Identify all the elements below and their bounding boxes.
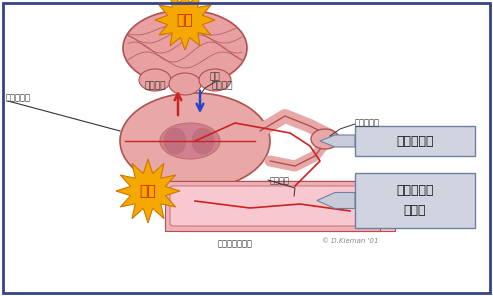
FancyBboxPatch shape bbox=[355, 173, 475, 228]
Text: 创伤: 创伤 bbox=[140, 184, 156, 198]
Text: 上行输入: 上行输入 bbox=[144, 81, 166, 91]
Ellipse shape bbox=[199, 69, 231, 91]
Polygon shape bbox=[116, 159, 180, 223]
Ellipse shape bbox=[192, 128, 214, 154]
Text: 局部麻醉药: 局部麻醉药 bbox=[396, 184, 434, 197]
Polygon shape bbox=[155, 0, 215, 50]
FancyBboxPatch shape bbox=[355, 126, 475, 156]
Ellipse shape bbox=[164, 128, 186, 154]
Text: 末梢神经: 末梢神经 bbox=[270, 176, 290, 186]
FancyBboxPatch shape bbox=[170, 186, 375, 226]
Polygon shape bbox=[165, 181, 380, 231]
Text: © D.Kieman '01: © D.Kieman '01 bbox=[322, 238, 378, 244]
Text: 下行调控: 下行调控 bbox=[211, 81, 233, 91]
Text: 脊髓神经节: 脊髓神经节 bbox=[355, 118, 380, 128]
Polygon shape bbox=[180, 181, 395, 231]
Ellipse shape bbox=[139, 69, 171, 91]
Polygon shape bbox=[317, 192, 355, 208]
Polygon shape bbox=[320, 135, 355, 147]
Text: 局部麻醉药: 局部麻醉药 bbox=[396, 134, 434, 147]
Ellipse shape bbox=[120, 93, 270, 189]
Text: 脊髓: 脊髓 bbox=[210, 72, 220, 81]
Ellipse shape bbox=[169, 73, 201, 95]
Ellipse shape bbox=[160, 123, 220, 159]
Text: 阿片止痛素: 阿片止痛素 bbox=[6, 94, 31, 102]
Ellipse shape bbox=[311, 129, 339, 149]
Text: 疼痛: 疼痛 bbox=[176, 13, 193, 27]
Ellipse shape bbox=[123, 10, 247, 86]
Text: 消炎药: 消炎药 bbox=[404, 204, 426, 217]
Text: 外围伤害感受器: 外围伤害感受器 bbox=[217, 239, 252, 249]
